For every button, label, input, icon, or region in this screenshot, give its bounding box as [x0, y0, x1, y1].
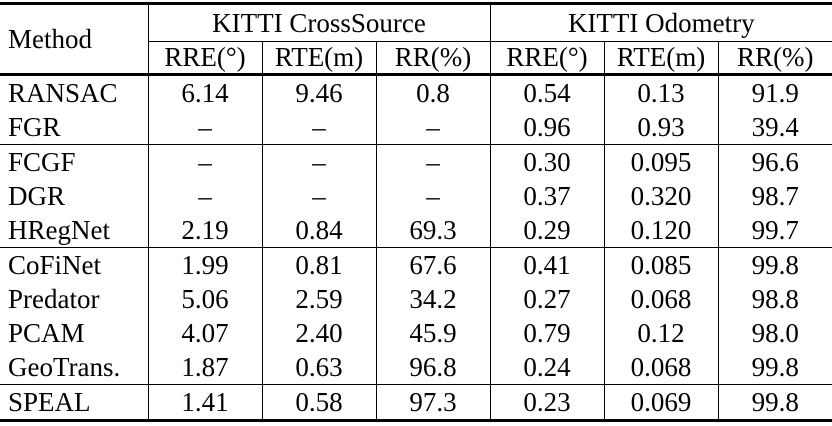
metric-value-cell: 2.59	[261, 282, 376, 316]
metric-value-cell: –	[261, 179, 376, 213]
table-row-hregnet: HRegNet 2.19 0.84 69.3 0.29 0.120 99.7	[0, 213, 832, 248]
header-group-row: Method KITTI CrossSource KITTI Odometry	[0, 3, 832, 76]
metric-value-cell: 98.8	[717, 282, 832, 316]
metric-value-cell: –	[375, 110, 491, 145]
table-row-predator: Predator 5.06 2.59 34.2 0.27 0.068 98.8	[0, 282, 832, 316]
metric-value-cell: 1.87	[147, 350, 262, 385]
table-row-pcam: PCAM 4.07 2.40 45.9 0.79 0.12 98.0	[0, 316, 832, 350]
metric-value-cell: 0.068	[603, 350, 719, 385]
metric-value-cell: –	[261, 110, 376, 145]
metric-value-cell: 9.46	[261, 74, 376, 110]
metric-value-cell: 34.2	[375, 282, 491, 316]
metric-value-cell: 0.96	[489, 110, 605, 145]
table-row-ransac: RANSAC 6.14 9.46 0.8 0.54 0.13 91.9	[0, 74, 832, 110]
metric-value-cell: 6.14	[147, 74, 262, 110]
metric-value-cell: 98.0	[717, 316, 832, 350]
col-header-rr-crosssource: RR(%)	[375, 41, 491, 76]
metric-value-cell: –	[261, 144, 376, 179]
metric-value-cell: 97.3	[375, 384, 491, 422]
metric-value-cell: 0.79	[489, 316, 605, 350]
metric-value-cell: 2.19	[147, 213, 262, 248]
metric-value-cell: 0.120	[603, 213, 719, 248]
method-name-cell: CoFiNet	[8, 249, 102, 280]
metric-value-cell: 0.37	[489, 179, 605, 213]
col-header-rre-crosssource: RRE(°)	[147, 41, 262, 76]
metric-value-cell: 0.27	[489, 282, 605, 316]
metric-value-cell: 0.24	[489, 350, 605, 385]
table-header: Method KITTI CrossSource KITTI Odometry …	[0, 3, 832, 76]
method-column-header: Method	[0, 3, 148, 76]
metric-value-cell: 1.41	[147, 384, 262, 422]
metric-value-cell: 0.93	[603, 110, 719, 145]
metric-value-cell: 5.06	[147, 282, 262, 316]
metric-value-cell: 99.7	[717, 213, 832, 248]
metric-value-cell: 99.8	[717, 384, 832, 422]
metric-value-cell: 99.8	[717, 247, 832, 282]
table-row-cofinet: CoFiNet 1.99 0.81 67.6 0.41 0.085 99.8	[0, 247, 832, 282]
metric-value-cell: 39.4	[717, 110, 832, 145]
metric-value-cell: –	[375, 179, 491, 213]
metric-value-cell: 0.8	[375, 74, 491, 110]
metric-value-cell: 0.54	[489, 74, 605, 110]
method-name-cell: FCGF	[8, 146, 76, 177]
table-row-dgr: DGR – – – 0.37 0.320 98.7	[0, 179, 832, 213]
table-row-geotrans: GeoTrans. 1.87 0.63 96.8 0.24 0.068 99.8	[0, 350, 832, 385]
header-metric-row: RRE(°) RTE(m) RR(%) RRE(°) RTE(m) RR(%)	[0, 41, 832, 76]
method-name-cell: SPEAL	[0, 384, 148, 422]
metric-value-cell: 98.7	[717, 179, 832, 213]
method-name-cell: DGR	[8, 180, 66, 211]
metric-value-cell: 0.085	[603, 247, 719, 282]
group-header-kitti-odometry: KITTI Odometry	[489, 3, 832, 42]
table-row-speal: SPEAL 1.41 0.58 97.3 0.23 0.069 99.8	[0, 384, 832, 422]
table-row-fcgf: FCGF – – – 0.30 0.095 96.6	[0, 144, 832, 179]
metric-value-cell: 69.3	[375, 213, 491, 248]
metric-value-cell: 45.9	[375, 316, 491, 350]
metric-value-cell: 67.6	[375, 247, 491, 282]
metric-value-cell: –	[147, 110, 262, 145]
metric-value-cell: 0.23	[489, 384, 605, 422]
metric-value-cell: 0.63	[261, 350, 376, 385]
metric-value-cell: 0.12	[603, 316, 719, 350]
method-name-cell: HRegNet	[0, 213, 148, 248]
metric-value-cell: 96.8	[375, 350, 491, 385]
table-body: RANSAC 6.14 9.46 0.8 0.54 0.13 91.9 FGR …	[0, 74, 832, 422]
method-name-cell: RANSAC	[8, 77, 118, 108]
col-header-rte-odometry: RTE(m)	[603, 41, 719, 76]
metric-value-cell: 0.13	[603, 74, 719, 110]
metric-value-cell: 1.99	[147, 247, 262, 282]
metric-value-cell: –	[147, 144, 262, 179]
metric-value-cell: 0.81	[261, 247, 376, 282]
metric-value-cell: 0.068	[603, 282, 719, 316]
col-header-rre-odometry: RRE(°)	[489, 41, 605, 76]
metric-value-cell: 0.095	[603, 144, 719, 179]
metric-value-cell: 0.58	[261, 384, 376, 422]
method-name-cell: FGR	[0, 110, 148, 145]
metric-value-cell: 99.8	[717, 350, 832, 385]
metric-value-cell: 96.6	[717, 144, 832, 179]
metric-value-cell: 0.84	[261, 213, 376, 248]
metric-value-cell: 0.320	[603, 179, 719, 213]
metric-value-cell: 2.40	[261, 316, 376, 350]
metric-value-cell: 91.9	[717, 74, 832, 110]
metric-value-cell: –	[147, 179, 262, 213]
col-header-rte-crosssource: RTE(m)	[261, 41, 376, 76]
method-name-cell: Predator	[8, 283, 100, 314]
metric-value-cell: 4.07	[147, 316, 262, 350]
table-row-fgr: FGR – – – 0.96 0.93 39.4	[0, 110, 832, 145]
metric-value-cell: 0.069	[603, 384, 719, 422]
group-header-kitti-crosssource: KITTI CrossSource	[147, 3, 491, 42]
method-name-cell: GeoTrans.	[0, 350, 148, 385]
metric-value-cell: 0.30	[489, 144, 605, 179]
col-header-rr-odometry: RR(%)	[717, 41, 832, 76]
method-name-cell: PCAM	[8, 317, 85, 348]
metric-value-cell: 0.29	[489, 213, 605, 248]
metric-value-cell: 0.41	[489, 247, 605, 282]
metric-value-cell: –	[375, 144, 491, 179]
